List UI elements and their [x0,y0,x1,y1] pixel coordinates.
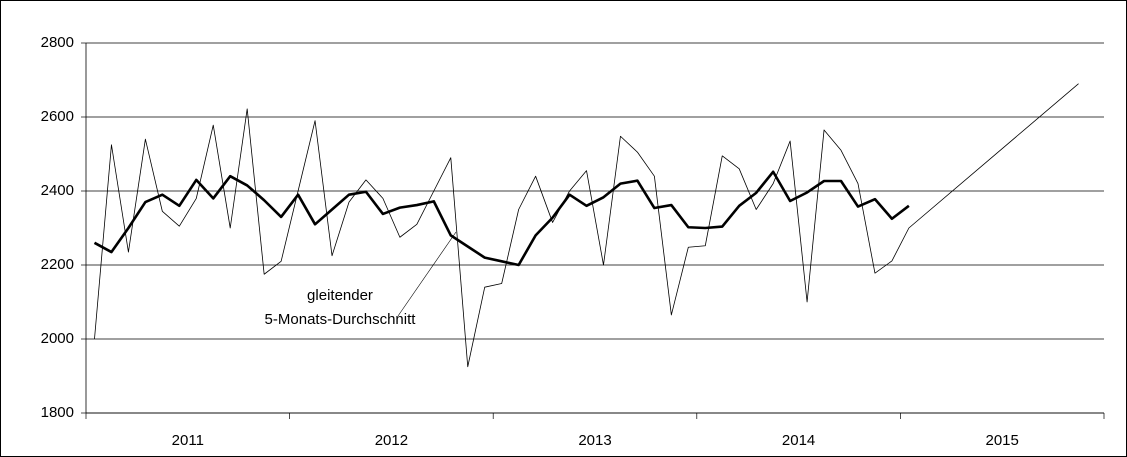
y-tick-label: 1800 [41,404,74,421]
series-line [93,170,910,267]
series-line [94,83,1079,368]
x-tick-label: 2013 [578,432,611,449]
annotation: gleitender [307,287,373,304]
x-tick-label: 2015 [986,432,1019,449]
annotation-leader [397,231,457,317]
y-tick-label: 2400 [41,182,74,199]
y-tick-label: 2200 [41,256,74,273]
y-tick-label: 2600 [41,108,74,125]
x-tick-label: 2011 [172,432,204,449]
y-tick-label: 2000 [41,330,74,347]
x-tick-label: 2012 [375,432,408,449]
y-tick-label: 2800 [41,34,74,51]
annotation: 5-Monats-Durchschnitt [265,311,417,328]
x-tick-label: 2014 [782,432,815,449]
